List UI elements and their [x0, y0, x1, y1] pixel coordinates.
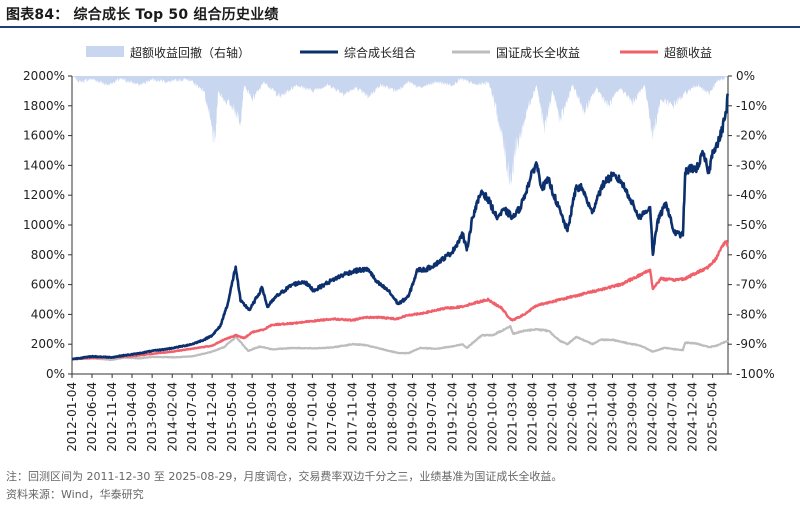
- x-tick-label: 2019-02-04: [405, 382, 419, 452]
- x-tick-label: 2020-05-04: [465, 382, 479, 452]
- y-right-tick-label: -20%: [736, 129, 767, 143]
- series-portfolio-line: [71, 93, 730, 361]
- y-left-tick-label: 0%: [46, 367, 65, 381]
- y-left-tick-label: 2000%: [23, 69, 65, 83]
- y-right-tick-label: -90%: [736, 337, 767, 351]
- footnote: 注：回测区间为 2011-12-30 至 2025-08-29，月度调仓，交易费…: [6, 470, 563, 483]
- x-tick-label: 2017-01-04: [305, 382, 319, 452]
- y-right-tick-label: -60%: [736, 248, 767, 262]
- legend-label-excess: 超额收益: [664, 45, 712, 60]
- legend-label-portfolio: 综合成长组合: [344, 45, 416, 60]
- y-left-tick-label: 1800%: [23, 99, 65, 113]
- x-tick-label: 2022-06-04: [565, 382, 579, 452]
- x-tick-label: 2014-07-04: [185, 382, 199, 452]
- x-tick-label: 2025-05-04: [706, 382, 720, 452]
- x-tick-label: 2018-09-04: [385, 382, 399, 452]
- y-left-tick-label: 1200%: [23, 188, 65, 202]
- x-tick-label: 2012-01-04: [65, 382, 79, 452]
- x-tick-label: 2014-12-04: [205, 382, 219, 452]
- y-right-tick-label: -40%: [736, 188, 767, 202]
- series-excess-line: [71, 240, 729, 361]
- x-tick-label: 2015-05-04: [225, 382, 239, 452]
- y-right-tick-label: -80%: [736, 307, 767, 321]
- y-right-tick-label: -30%: [736, 158, 767, 172]
- x-tick-label: 2013-04-04: [125, 382, 139, 452]
- x-tick-label: 2023-09-04: [626, 382, 640, 452]
- y-right-tick-label: -10%: [736, 99, 767, 113]
- y-left-tick-label: 1400%: [23, 158, 65, 172]
- series-drawdown-area: [72, 76, 728, 186]
- y-right-tick-label: -70%: [736, 278, 767, 292]
- legend-swatch-drawdown: [86, 46, 124, 57]
- y-right-tick-label: -100%: [736, 367, 775, 381]
- x-tick-label: 2013-09-04: [145, 382, 159, 452]
- x-tick-label: 2019-12-04: [445, 382, 459, 452]
- series-benchmark-line: [71, 324, 729, 361]
- y-left-tick-label: 200%: [31, 337, 65, 351]
- x-tick-label: 2022-11-04: [586, 382, 600, 452]
- x-tick-label: 2024-12-04: [686, 382, 700, 452]
- x-tick-label: 2023-04-04: [605, 382, 619, 452]
- y-right-tick-label: -50%: [736, 218, 767, 232]
- x-tick-label: 2017-06-04: [325, 382, 339, 452]
- x-tick-label: 2016-03-04: [265, 382, 279, 452]
- x-tick-label: 2018-04-04: [365, 382, 379, 452]
- y-left-tick-label: 600%: [31, 278, 65, 292]
- source-note: 资料来源：Wind，华泰研究: [6, 488, 144, 501]
- title-divider: [0, 26, 800, 28]
- chart-title: 图表84： 综合成长 Top 50 组合历史业绩: [6, 7, 279, 23]
- x-tick-label: 2022-01-04: [546, 382, 560, 452]
- legend-label-drawdown: 超额收益回撤（右轴）: [130, 45, 250, 60]
- x-tick-label: 2024-07-04: [666, 382, 680, 452]
- y-left-tick-label: 1600%: [23, 129, 65, 143]
- x-tick-label: 2019-07-04: [425, 382, 439, 452]
- x-tick-label: 2012-06-04: [85, 382, 99, 452]
- x-tick-label: 2017-11-04: [345, 382, 359, 452]
- line-chart: 0% 200% 400% 600% 800% 1000% 1200% 1400% 1600% 18…: [23, 45, 775, 452]
- x-tick-label: 2014-02-04: [165, 382, 179, 452]
- x-tick-label: 2015-10-04: [245, 382, 259, 452]
- x-tick-label: 2020-10-04: [485, 382, 499, 452]
- x-tick-label: 2021-08-04: [525, 382, 539, 452]
- x-tick-label: 2024-02-04: [646, 382, 660, 452]
- x-tick-label: 2021-03-04: [505, 382, 519, 452]
- x-tick-label: 2016-08-04: [285, 382, 299, 452]
- legend-label-benchmark: 国证成长全收益: [496, 45, 580, 60]
- y-left-tick-label: 1000%: [23, 218, 65, 232]
- y-left-tick-label: 400%: [31, 307, 65, 321]
- x-tick-label: 2012-11-04: [105, 382, 119, 452]
- y-right-tick-label: 0%: [736, 69, 755, 83]
- y-left-tick-label: 800%: [31, 248, 65, 262]
